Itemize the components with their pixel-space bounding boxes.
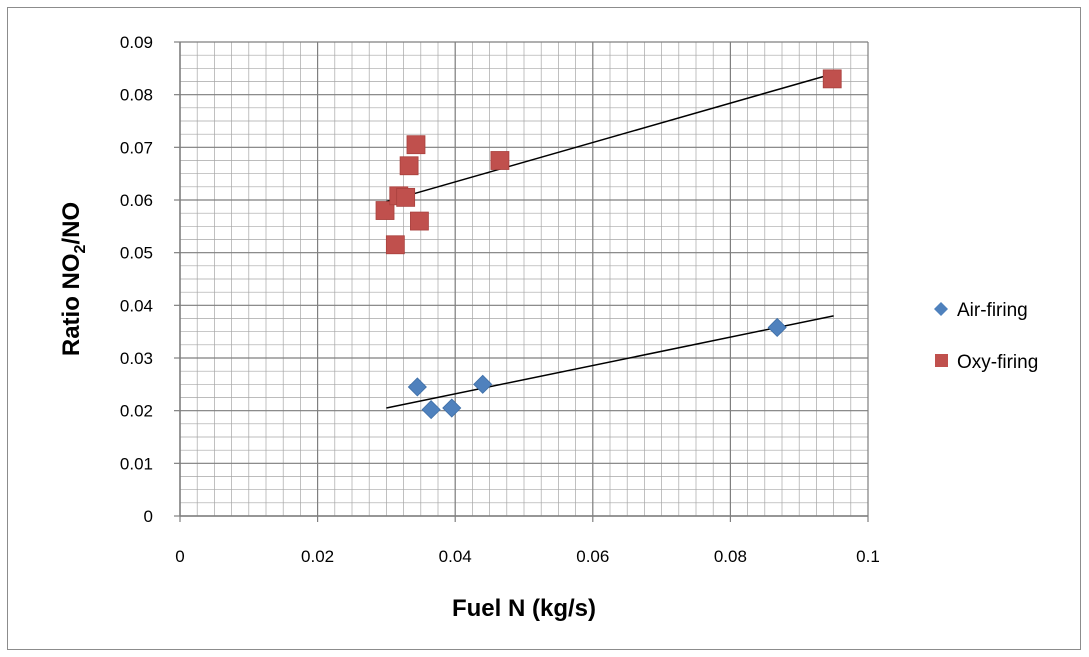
x-tick-label: 0.08: [714, 547, 747, 566]
y-axis-title-subscript: 2: [72, 244, 89, 253]
y-tick-label: 0.07: [120, 138, 153, 157]
legend-label-oxy-firing: Oxy-firing: [957, 352, 1038, 373]
x-tick-label: 0.02: [301, 547, 334, 566]
x-axis-title: Fuel N (kg/s): [452, 595, 596, 622]
y-axis-title: Ratio NO2/NO: [58, 202, 89, 356]
major-gridlines: [179, 41, 869, 517]
y-tick-label: 0.02: [120, 402, 153, 421]
y-tick-labels: 0 0.01 0.02 0.03 0.04 0.05 0.06 0.07 0.08 0.09: [120, 33, 153, 526]
trendline-oxy-firing: [386, 72, 834, 203]
trendlines: [386, 72, 834, 409]
minor-gridlines: [180, 42, 868, 516]
y-axis-title-prefix: Ratio NO: [58, 253, 85, 356]
point-air-firing: [407, 377, 427, 397]
y-tick-label: 0.06: [120, 191, 153, 210]
point-oxy-firing: [399, 156, 419, 176]
y-tick-label: 0.08: [120, 86, 153, 105]
x-tick-label: 0: [175, 547, 184, 566]
point-air-firing: [767, 317, 787, 338]
y-axis-title-suffix: /NO: [58, 202, 85, 245]
y-tick-label: 0.03: [120, 349, 153, 368]
point-air-firing: [442, 398, 462, 418]
point-oxy-firing: [406, 135, 426, 155]
point-oxy-firing: [375, 201, 395, 220]
y-tick-label: 0.09: [120, 33, 153, 52]
point-oxy-firing: [490, 151, 510, 170]
legend-marker-oxy-firing: [935, 354, 948, 367]
legend-label-air-firing: Air-firing: [957, 300, 1028, 321]
legend: Air-firing Oxy-firing: [934, 300, 1038, 373]
point-air-firing: [421, 400, 441, 420]
chart-frame: [7, 7, 1081, 650]
point-oxy-firing: [822, 69, 842, 89]
y-tick-label: 0: [144, 507, 153, 526]
x-tick-label: 0.06: [576, 547, 609, 566]
point-air-firing: [473, 374, 493, 394]
y-tick-label: 0.05: [120, 244, 153, 263]
x-tick-label: 0.1: [856, 547, 880, 566]
data-points: [375, 69, 842, 420]
legend-item-air-firing: Air-firing: [934, 300, 1028, 321]
axes: [174, 41, 869, 522]
x-tick-labels: 0 0.02 0.04 0.06 0.08 0.1: [175, 547, 880, 566]
x-tick-label: 0.04: [439, 547, 472, 566]
point-oxy-firing: [410, 211, 429, 231]
y-tick-label: 0.04: [120, 296, 153, 315]
point-oxy-firing: [385, 235, 405, 255]
point-oxy-firing: [396, 187, 416, 207]
legend-marker-air-firing: [934, 302, 948, 316]
y-tick-label: 0.01: [120, 454, 153, 473]
legend-item-oxy-firing: Oxy-firing: [935, 352, 1038, 373]
trendline-air-firing: [386, 315, 834, 409]
